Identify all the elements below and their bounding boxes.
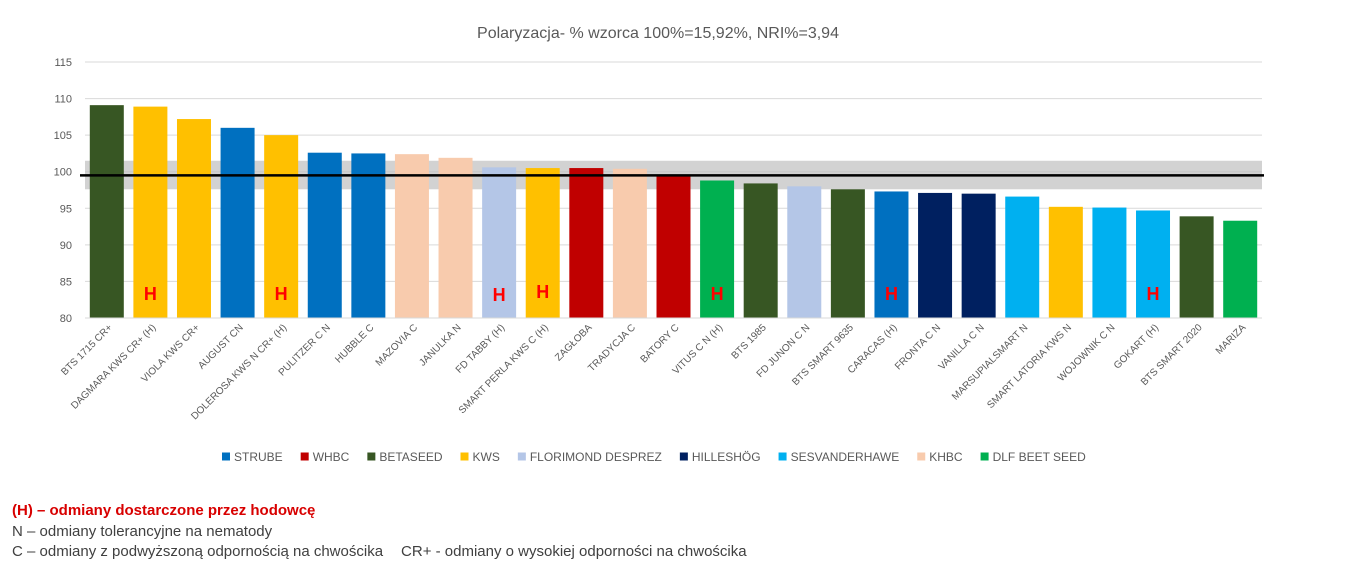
legend-swatch (917, 452, 926, 461)
x-tick-label: HUBBLE C (333, 322, 376, 365)
bar (133, 106, 168, 318)
bar (1005, 196, 1040, 318)
bar-chart: Polaryzacja- % wzorca 100%=15,92%, NRI%=… (54, 25, 1264, 464)
bar (961, 193, 996, 318)
legend-label: SESVANDERHAWE (791, 450, 900, 464)
bar (1136, 210, 1171, 318)
legend: STRUBE WHBC BETASEED KWS FLORIMOND DESPREZ HI… (222, 450, 1086, 464)
y-tick-label: 85 (60, 276, 72, 288)
legend-swatch (517, 452, 526, 461)
legend-label: KWS (473, 450, 500, 464)
bar (874, 191, 909, 318)
bar (918, 192, 953, 318)
x-tick-label: GOKART (H) (1112, 322, 1161, 371)
bar (394, 154, 429, 318)
bar (1179, 216, 1214, 318)
bar (525, 168, 560, 318)
bar (220, 127, 255, 318)
h-marker: H (144, 284, 157, 304)
legend-label: HILLESHÖG (692, 450, 761, 464)
note-n-nematode: N – odmiany tolerancyjne na nematody (12, 522, 273, 540)
y-tick-label: 80 (60, 313, 72, 325)
bar (264, 135, 299, 318)
bar (830, 189, 865, 318)
bar (438, 157, 473, 318)
legend-label: BETASEED (379, 450, 442, 464)
y-tick-label: 90 (60, 240, 72, 252)
legend-swatch (778, 452, 787, 461)
x-tick-label: BATORY C (639, 322, 682, 365)
bar (612, 168, 647, 318)
legend-swatch (367, 452, 376, 461)
legend-swatch (980, 452, 989, 461)
bars (89, 105, 1258, 319)
h-marker: H (493, 285, 506, 305)
x-tick-label: MARSUPIALSMART N (950, 322, 1030, 402)
bar (351, 153, 386, 318)
bar (569, 168, 604, 318)
legend-swatch (679, 452, 688, 461)
h-marker: H (711, 284, 724, 304)
legend-swatch (222, 452, 230, 461)
legend-swatch (300, 452, 309, 461)
x-tick-label: DOLEROSA KWS N CR+ (H) (189, 322, 289, 422)
legend-label: FLORIMOND DESPREZ (530, 450, 662, 464)
bar (176, 119, 211, 319)
note-h-breeder: (H) – odmiany dostarczone przez hodowcę (12, 502, 316, 519)
chart-title: Polaryzacja- % wzorca 100%=15,92%, NRI%=… (477, 25, 839, 42)
x-tick-label: DAGMARA KWS CR+ (H) (69, 322, 158, 411)
bar (1223, 220, 1258, 318)
note-c-resistance: C – odmiany z podwyższoną odpornością na… (12, 543, 384, 560)
y-tick-label: 95 (60, 203, 72, 215)
legend-label: DLF BEET SEED (993, 450, 1086, 464)
x-axis: BTS 1715 CR+DAGMARA KWS CR+ (H)VIOLA KWS… (59, 317, 1262, 422)
bar (787, 186, 822, 318)
bar (743, 183, 778, 318)
h-marker: H (536, 282, 549, 302)
bar (1048, 206, 1083, 318)
legend-label: WHBC (313, 450, 350, 464)
bar (1092, 207, 1127, 318)
bar (700, 180, 735, 318)
x-tick-label: BTS 1985 (730, 322, 770, 362)
bar (307, 152, 342, 318)
h-marker: H (1147, 284, 1160, 304)
h-marker: H (885, 284, 898, 304)
x-tick-label: ZAGŁOBA (553, 322, 594, 363)
x-tick-label: SMART LATORIA KWS N (985, 322, 1074, 411)
x-tick-label: SMART PERLA KWS C (H) (457, 322, 551, 416)
bar (482, 167, 517, 318)
y-tick-label: 105 (54, 130, 72, 142)
y-axis: 80 85 90 95 100 105 110 115 (54, 57, 72, 325)
footnotes: (H) – odmiany dostarczone przez hodowcę … (12, 501, 747, 563)
y-tick-label: 110 (54, 94, 72, 106)
note-cr-high-resistance: CR+ - odmiany o wysokiej odporności na c… (401, 543, 747, 560)
note-c-cr-row: C – odmiany z podwyższoną odpornością na… (12, 542, 747, 563)
x-tick-label: MAZOVIA C (374, 322, 420, 368)
bar (656, 174, 691, 318)
x-tick-label: MARIZA (1214, 322, 1249, 357)
h-marker: H (275, 284, 288, 304)
y-tick-label: 115 (54, 57, 72, 69)
bar (89, 105, 124, 318)
x-tick-label: JANULKA N (417, 322, 463, 368)
y-tick-label: 100 (54, 167, 72, 179)
legend-label: STRUBE (234, 450, 283, 464)
legend-swatch (460, 452, 469, 461)
legend-label: KHBC (929, 450, 963, 464)
